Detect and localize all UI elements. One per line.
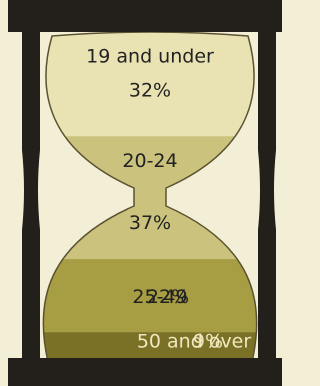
left-post <box>22 30 40 360</box>
right-post <box>258 30 276 360</box>
value-label: 32% <box>129 80 171 102</box>
category-label: 19 and under <box>86 46 214 68</box>
value-label: 9% <box>193 331 223 353</box>
top-bar <box>8 0 282 32</box>
page: {"chart_data": {"type": "hourglass", "ca… <box>0 0 320 386</box>
category-label: 20-24 <box>122 150 177 172</box>
value-label: 37% <box>129 212 171 234</box>
value-label: 22% <box>147 286 189 308</box>
bottom-bar <box>8 358 282 386</box>
